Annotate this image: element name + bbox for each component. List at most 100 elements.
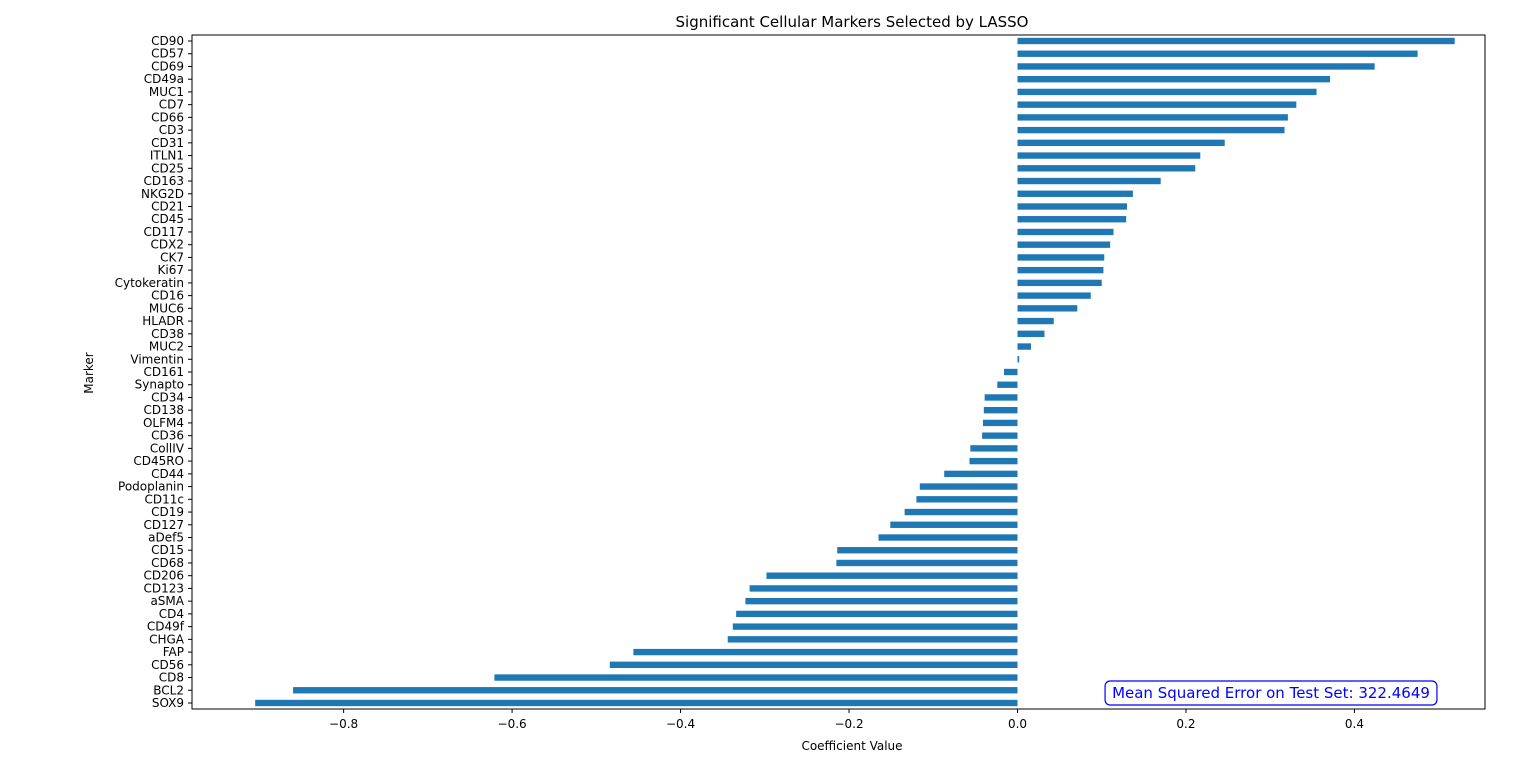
bar-cd45ro xyxy=(969,457,1018,465)
y-tick-label: CHGA xyxy=(149,632,185,646)
bar-cd45 xyxy=(1017,216,1127,223)
chart-title: Significant Cellular Markers Selected by… xyxy=(676,13,1029,31)
x-tick-group: −0.8 −0.6 −0.4 −0.2 0.0 0.2 0.4 xyxy=(329,709,1364,731)
bar-cd34 xyxy=(984,394,1018,401)
y-axis-label: Marker xyxy=(82,352,96,394)
y-tick-label: CD19 xyxy=(151,505,184,519)
y-tick-label: Ki67 xyxy=(158,263,184,277)
mse-annotation: Mean Squared Error on Test Set: 322.4649 xyxy=(1104,680,1438,706)
y-tick-label: CD69 xyxy=(151,59,184,73)
bar-cd25 xyxy=(1017,165,1196,172)
bar-muc2 xyxy=(1017,343,1031,350)
mse-annotation-text: Mean Squared Error on Test Set: 322.4649 xyxy=(1112,684,1430,702)
x-axis-label: Coefficient Value xyxy=(801,739,902,753)
y-tick-label: MUC6 xyxy=(149,301,184,315)
y-tick-label: CD66 xyxy=(151,110,184,124)
y-tick-label: CD123 xyxy=(143,581,184,595)
y-tick-label: CD45RO xyxy=(133,454,184,468)
bar-muc1 xyxy=(1017,88,1317,96)
y-tick-label: CD7 xyxy=(159,98,184,112)
y-tick-label: CD57 xyxy=(151,47,184,61)
y-tick-label: MUC2 xyxy=(149,340,184,354)
bar-ck7 xyxy=(1017,254,1105,261)
bar-cd15 xyxy=(837,547,1018,554)
bar-adef5 xyxy=(878,534,1018,541)
plot-frame xyxy=(191,34,1486,710)
bar-nkg2d xyxy=(1017,190,1133,197)
y-tick-label: Cytokeratin xyxy=(115,276,184,290)
bar-cd44 xyxy=(944,470,1018,478)
y-tick-label: OLFM4 xyxy=(143,416,184,430)
bar-cd117 xyxy=(1017,228,1114,236)
bar-cd31 xyxy=(1017,139,1225,147)
bar-olfm4 xyxy=(982,419,1018,427)
y-tick-group: CD90CD57CD69CD49aMUC1CD7CD66CD3CD31ITLN1… xyxy=(115,34,192,710)
y-tick-label: CD8 xyxy=(159,671,184,685)
bar-cd138 xyxy=(983,407,1018,414)
bar-asma xyxy=(745,597,1018,605)
y-tick-label: Synapto xyxy=(135,378,184,392)
y-tick-label: CD49f xyxy=(147,620,185,634)
y-tick-label: BCL2 xyxy=(153,683,184,697)
bar-cd90 xyxy=(1017,37,1455,45)
y-tick-label: MUC1 xyxy=(149,85,184,99)
bar-cd8 xyxy=(494,674,1018,681)
y-tick-label: FAP xyxy=(163,645,184,659)
bar-cd16 xyxy=(1017,292,1091,299)
y-tick-label: CD138 xyxy=(143,403,184,417)
y-tick-label: CD206 xyxy=(143,569,184,583)
y-tick-label: CD4 xyxy=(159,607,184,621)
bar-itln1 xyxy=(1017,152,1201,159)
bar-cd163 xyxy=(1017,177,1161,185)
x-tick-label: −0.8 xyxy=(329,717,358,731)
y-tick-label: CD45 xyxy=(151,212,184,226)
y-tick-label: CD21 xyxy=(151,200,184,214)
bar-cd206 xyxy=(766,572,1018,579)
y-tick-label: CD127 xyxy=(143,518,184,532)
bar-cdx2 xyxy=(1017,241,1111,248)
y-tick-label: CD36 xyxy=(151,429,184,443)
bar-cd69 xyxy=(1017,63,1375,70)
bar-cd19 xyxy=(904,508,1018,516)
y-tick-label: CD163 xyxy=(143,174,184,188)
bar-cytokeratin xyxy=(1017,279,1102,287)
x-tick-label: 0.4 xyxy=(1345,717,1364,731)
y-tick-label: Vimentin xyxy=(130,352,184,366)
bar-vimentin xyxy=(1017,356,1020,363)
bar-hladr xyxy=(1017,317,1054,325)
bar-cd38 xyxy=(1017,330,1045,337)
y-tick-label: aSMA xyxy=(150,594,184,608)
y-tick-label: CD31 xyxy=(151,136,184,150)
bar-cd66 xyxy=(1017,114,1288,121)
y-tick-label: CDX2 xyxy=(151,238,184,252)
y-tick-label: CD117 xyxy=(143,225,184,239)
x-tick-label: −0.2 xyxy=(834,717,863,731)
y-tick-label: CD90 xyxy=(151,34,184,48)
bar-cd161 xyxy=(1004,368,1018,376)
bar-cd68 xyxy=(836,559,1018,567)
y-tick-label: CD38 xyxy=(151,327,184,341)
y-tick-label: ITLN1 xyxy=(150,149,184,163)
y-tick-label: CD16 xyxy=(151,289,184,303)
bar-muc6 xyxy=(1017,305,1078,312)
bar-cd4 xyxy=(736,610,1018,618)
y-tick-label: CD3 xyxy=(159,123,184,137)
x-tick-label: −0.4 xyxy=(666,717,695,731)
y-tick-label: CD49a xyxy=(144,72,184,86)
x-tick-label: 0.2 xyxy=(1176,717,1195,731)
bar-cd21 xyxy=(1017,203,1128,210)
bar-podoplanin xyxy=(919,483,1018,490)
mse-annotation-box xyxy=(1104,680,1438,706)
bar-bcl2 xyxy=(293,687,1018,694)
bar-cd123 xyxy=(749,585,1018,592)
y-tick-label: NKG2D xyxy=(141,187,184,201)
y-tick-label: CD56 xyxy=(151,658,184,672)
y-tick-label: CD161 xyxy=(143,365,184,379)
bar-cd49a xyxy=(1017,76,1331,83)
bar-cd57 xyxy=(1017,50,1418,57)
bar-cd127 xyxy=(890,521,1018,528)
bar-fap xyxy=(633,648,1018,656)
y-tick-label: CD44 xyxy=(151,467,184,481)
y-tick-label: Podoplanin xyxy=(118,480,184,494)
